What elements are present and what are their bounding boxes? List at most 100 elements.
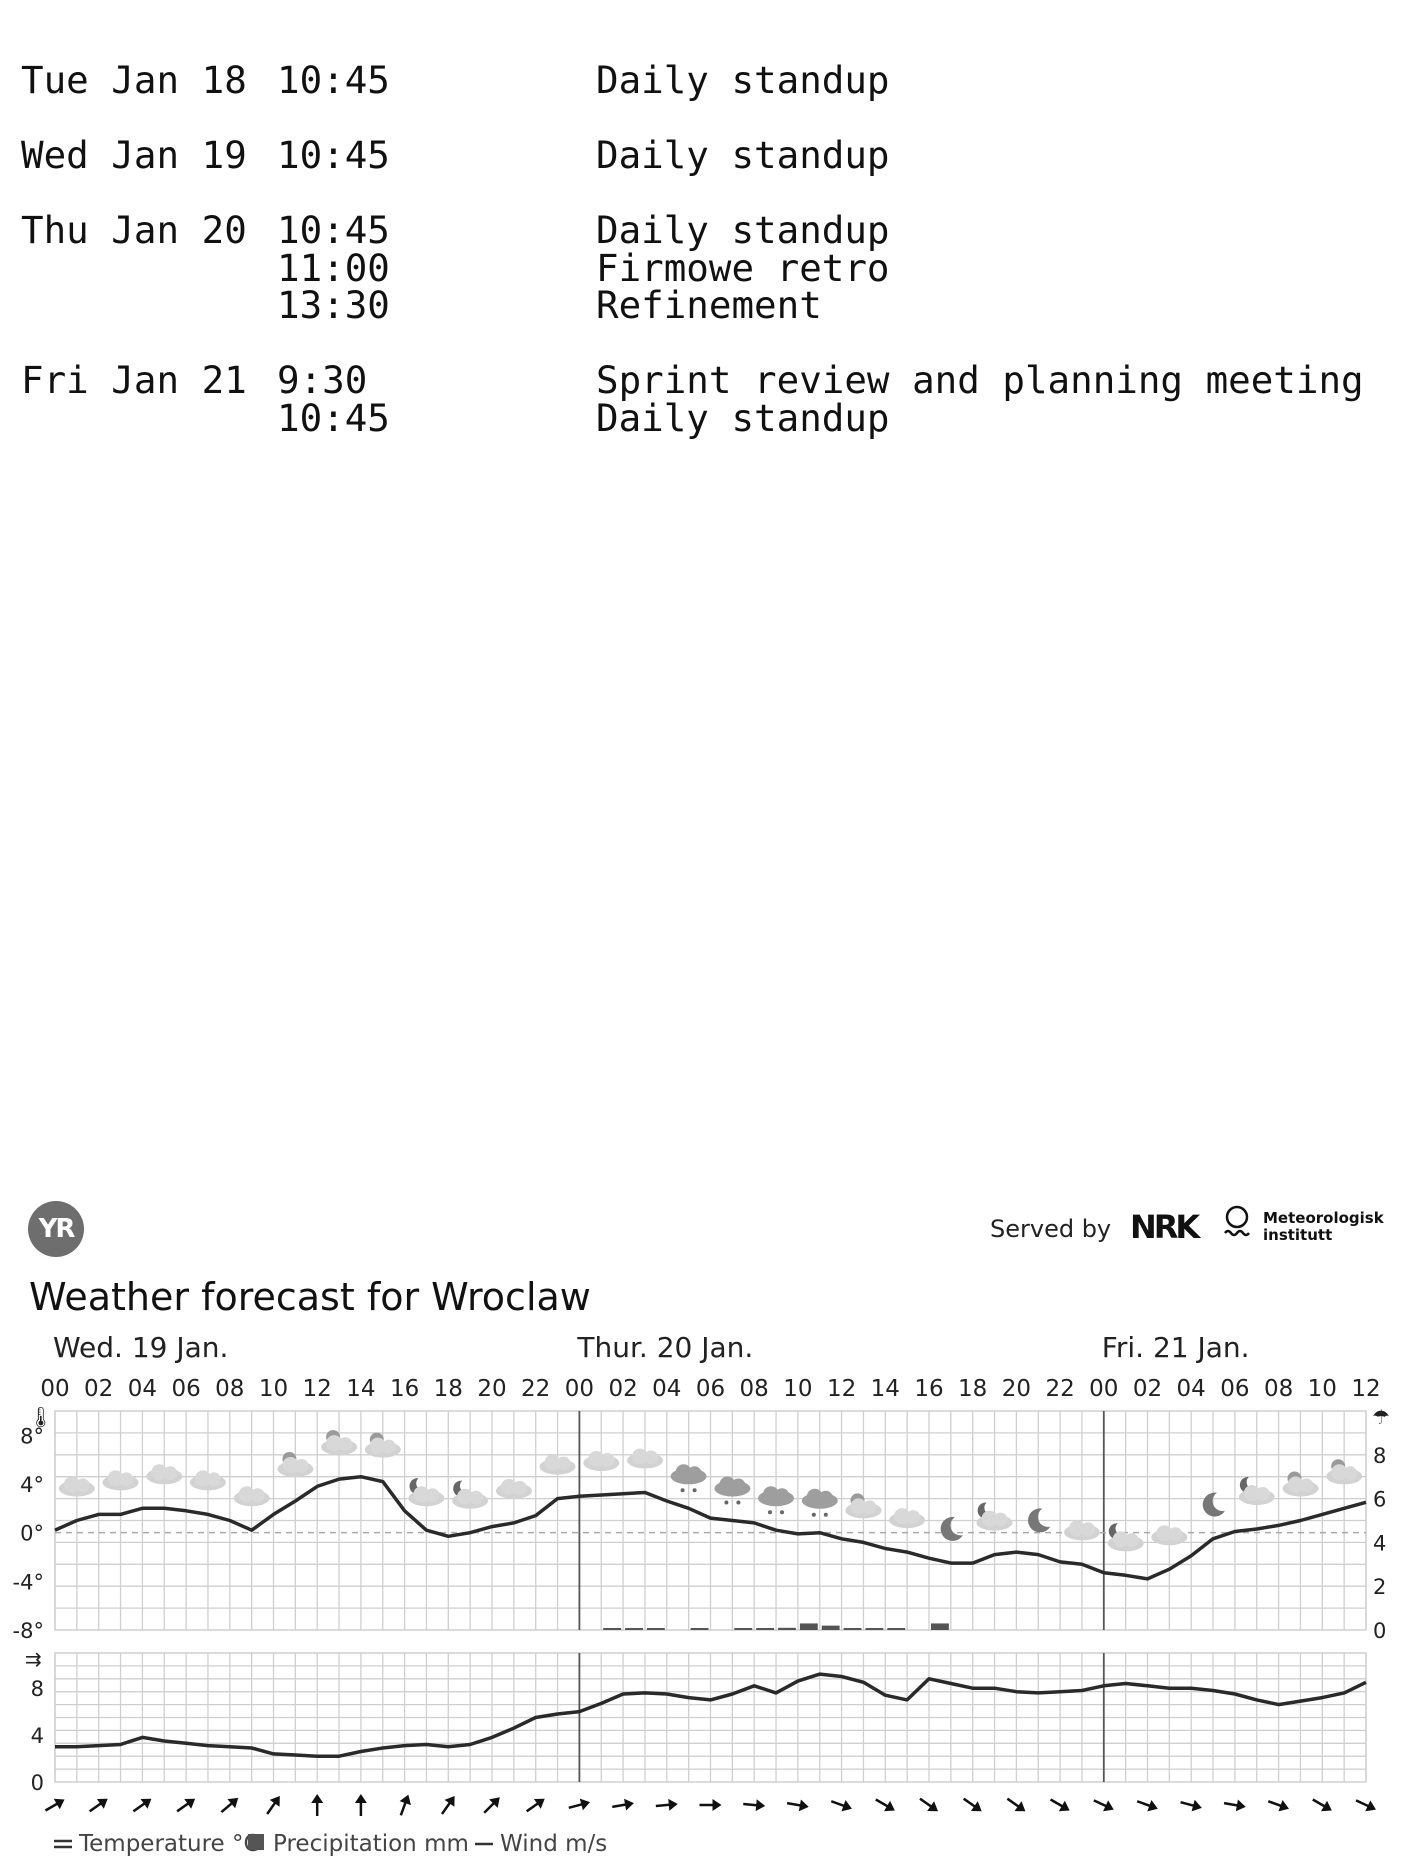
agenda-event-title: Sprint review and planning meeting (596, 358, 1364, 402)
hour-tick-label: 16 (914, 1376, 943, 1402)
precip-axis-tick: 8 (1373, 1444, 1386, 1468)
agenda-event-title: Firmowe retro (596, 245, 890, 290)
precipitation-bar (799, 1623, 818, 1630)
hour-tick-label: 10 (783, 1376, 812, 1402)
precipitation-bar (603, 1628, 622, 1630)
partly-night-icon (1238, 1476, 1275, 1505)
wind-icon: ⇉ (25, 1647, 42, 1671)
moon-icon (1202, 1492, 1225, 1517)
thermometer-icon: 🌡︎ (28, 1405, 53, 1429)
hour-tick-label: 14 (871, 1376, 900, 1402)
cloudy-icon (233, 1486, 270, 1507)
precipitation-bar (756, 1628, 775, 1630)
precipitation-bar (887, 1628, 906, 1630)
hour-tick-label: 04 (652, 1376, 681, 1402)
precipitation-bar (843, 1628, 862, 1630)
precipitation-bar (625, 1628, 643, 1630)
hour-tick-label: 04 (1177, 1376, 1206, 1402)
precipitation-bar (646, 1628, 665, 1630)
wind-arrow-icon (176, 1798, 196, 1813)
wind-arrow-icon (786, 1799, 809, 1812)
legend-label: Precipitation mm (273, 1831, 469, 1857)
agenda-date: Thu Jan 20 (21, 208, 247, 252)
wind-arrow-icon (88, 1798, 108, 1813)
wind-arrow-icon (483, 1797, 500, 1814)
wind-arrow-icon (1312, 1798, 1332, 1812)
umbrella-icon: ☂ (1372, 1405, 1390, 1429)
snow-icon (758, 1486, 794, 1515)
cloudy-icon (889, 1508, 926, 1529)
forecast-title: Weather forecast for Wroclaw (29, 1275, 591, 1319)
met-institute-icon (1224, 1205, 1250, 1237)
cloudy-icon (146, 1464, 183, 1485)
wind-arrow-icon (440, 1795, 455, 1815)
partly-sunny-icon (845, 1493, 882, 1519)
cloudy-icon (58, 1476, 95, 1497)
hour-tick-label: 08 (740, 1376, 769, 1402)
hour-tick-label: 00 (40, 1376, 69, 1402)
cloudy-icon (102, 1470, 139, 1491)
hour-tick-label: 18 (434, 1376, 463, 1402)
cloudy-icon (539, 1454, 576, 1475)
day-label: Thur. 20 Jan. (576, 1331, 753, 1364)
cloudy-icon (583, 1451, 620, 1471)
agenda-event-time: 10:45 (277, 395, 390, 440)
partly-night-icon (976, 1502, 1013, 1531)
cloudy-icon (627, 1448, 663, 1469)
wind-arrow-icon (311, 1794, 324, 1816)
wind-arrow-icon (220, 1797, 239, 1814)
served-by-label: Served by (990, 1215, 1112, 1243)
precipitation-bar (690, 1628, 709, 1630)
hour-tick-label: 08 (215, 1376, 244, 1402)
hour-tick-label: 18 (958, 1376, 987, 1402)
legend-label: Wind m/s (500, 1831, 607, 1857)
hour-tick-label: 22 (1045, 1376, 1074, 1402)
moon-icon (940, 1516, 963, 1541)
hour-tick-label: 02 (1133, 1376, 1162, 1402)
agenda-event-time: 11:00 (277, 245, 390, 290)
wind-arrow-icon (962, 1797, 982, 1812)
partly-sunny-icon (321, 1430, 358, 1456)
hour-tick-label: 06 (1220, 1376, 1249, 1402)
wind-arrow-icon (830, 1800, 852, 1812)
cloudy-icon (1151, 1525, 1188, 1546)
agenda-date: Fri Jan 21 (21, 358, 247, 402)
yr-logo[interactable]: YR (28, 1201, 84, 1257)
hour-tick-label: 12 (1351, 1376, 1380, 1402)
wind-arrow-icon (132, 1798, 152, 1813)
sleet-icon (670, 1464, 707, 1493)
nrk-logo[interactable]: NRK (1130, 1208, 1200, 1246)
wind-arrow-icon (612, 1798, 634, 1811)
wind-axis-tick: 4 (31, 1724, 44, 1748)
wind-arrow-icon (1049, 1798, 1070, 1812)
wind-arrow-icon (655, 1798, 678, 1811)
precipitation-bar (931, 1623, 949, 1630)
legend-precip-symbol (248, 1834, 264, 1850)
wind-arrow-icon (568, 1798, 591, 1811)
precip-axis-tick: 4 (1373, 1531, 1386, 1555)
met-logo-text[interactable]: Meteorologisk institutt (1263, 1210, 1384, 1244)
precipitation-bar (821, 1625, 840, 1630)
wind-arrow-icon (1267, 1800, 1289, 1812)
temp-axis-tick: 8° (20, 1424, 44, 1448)
wind-axis-tick: 8 (31, 1677, 44, 1701)
hour-tick-label: 06 (171, 1376, 200, 1402)
met-logo-line-1: Meteorologisk (1263, 1209, 1384, 1227)
temp-axis-tick: 4° (20, 1473, 44, 1497)
wind-axis-tick: 0 (31, 1771, 44, 1795)
partly-sunny-icon (1282, 1471, 1319, 1497)
agenda-event-title: Daily standup (596, 133, 890, 177)
hour-tick-label: 14 (346, 1376, 375, 1402)
agenda-event-time: 13:30 (277, 283, 390, 327)
hour-tick-label: 06 (696, 1376, 725, 1402)
temperature-line (54, 1474, 1367, 1581)
wind-arrow-icon (399, 1794, 411, 1816)
wind-line (55, 1672, 1367, 1758)
hour-tick-label: 02 (608, 1376, 637, 1402)
wind-arrow-icon (919, 1797, 939, 1812)
agenda-event-time: 10:45 (277, 58, 390, 102)
precip-axis-tick: 0 (1373, 1619, 1386, 1643)
hour-tick-label: 02 (84, 1376, 113, 1402)
wind-arrow-icon (1093, 1799, 1114, 1812)
